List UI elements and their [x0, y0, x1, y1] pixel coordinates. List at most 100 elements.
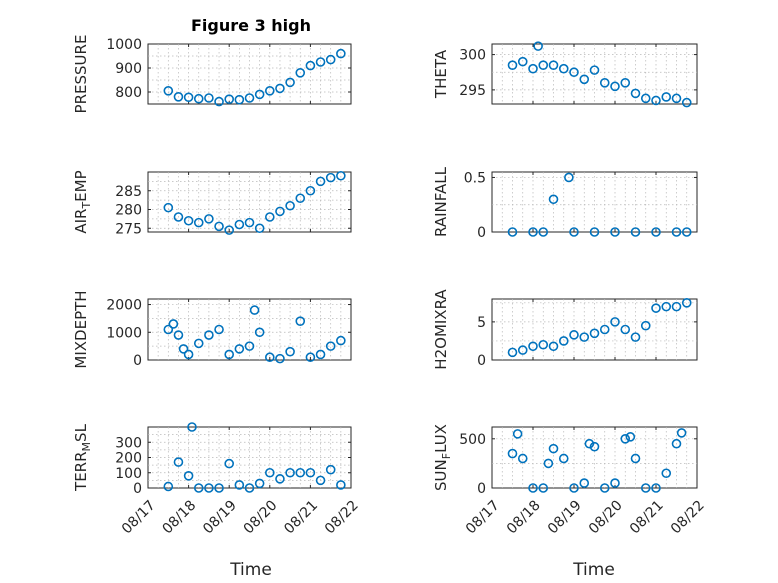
data-point	[214, 324, 224, 335]
y-axis-label: H2OMIXRA	[432, 289, 450, 370]
y-tick-label: 300	[459, 48, 486, 64]
y-axis-label: TERRMSL	[72, 423, 93, 492]
data-point	[538, 227, 549, 237]
data-point	[651, 303, 661, 313]
data-point	[661, 92, 672, 102]
y-tick-label: 0	[133, 481, 142, 497]
data-point	[620, 324, 631, 335]
data-point	[569, 330, 579, 340]
data-point	[681, 97, 692, 108]
y-tick-label: 0	[477, 481, 486, 497]
data-point	[671, 227, 682, 237]
y-tick-label: 500	[459, 432, 486, 448]
data-point	[599, 324, 610, 335]
data-point	[610, 317, 620, 327]
data-point	[163, 202, 174, 213]
x-tick-label: 08/18	[159, 497, 199, 537]
y-tick-label: 0	[133, 353, 142, 369]
y-tick-label: 900	[115, 61, 142, 77]
data-point	[214, 96, 224, 107]
data-point	[569, 227, 579, 237]
data-point	[295, 467, 306, 478]
data-point	[599, 78, 610, 88]
data-point	[548, 443, 559, 454]
x-tick-label: 08/22	[668, 497, 708, 537]
x-tick-label: 08/19	[200, 497, 240, 537]
y-tick-label: 800	[115, 85, 142, 101]
data-point	[178, 344, 189, 354]
data-point	[305, 60, 316, 71]
data-point	[183, 215, 194, 226]
x-tick-label: 08/17	[463, 497, 503, 537]
y-tick-label: 100	[115, 466, 142, 482]
data-point	[193, 338, 204, 349]
data-point	[204, 330, 214, 340]
data-point	[538, 339, 549, 350]
data-point	[538, 60, 549, 70]
data-point	[558, 453, 569, 464]
data-point	[187, 422, 197, 432]
data-point	[315, 349, 326, 360]
data-point	[620, 78, 631, 88]
data-point	[507, 347, 518, 358]
data-point	[336, 335, 346, 346]
data-point	[264, 467, 275, 478]
data-point	[204, 214, 214, 224]
data-point	[517, 453, 528, 464]
data-point	[681, 227, 692, 237]
data-point	[315, 475, 326, 486]
data-point	[564, 172, 574, 183]
y-tick-label: 300	[115, 435, 142, 451]
y-axis-label: THETA	[432, 49, 450, 99]
data-point	[579, 478, 590, 488]
data-point	[254, 89, 265, 100]
y-tick-label: 1000	[106, 37, 142, 53]
data-point	[671, 438, 682, 449]
x-tick-label: 08/21	[627, 497, 667, 537]
data-point	[630, 227, 641, 237]
data-point	[224, 349, 234, 360]
data-point	[671, 93, 682, 104]
chart-rainfall: 0 0.5 RAINFALL	[432, 166, 698, 241]
data-point	[264, 352, 275, 363]
data-point	[579, 332, 590, 342]
data-point	[173, 92, 184, 102]
data-point	[589, 441, 600, 452]
x-tick-label: 08/18	[504, 497, 544, 537]
data-point	[610, 478, 620, 488]
data-point	[325, 54, 336, 65]
data-point	[651, 95, 661, 106]
data-point	[543, 458, 554, 469]
y-axis-label: AIRTEMP	[72, 170, 93, 233]
data-point	[336, 170, 346, 181]
data-point	[234, 480, 245, 490]
x-tick-label: 08/22	[322, 497, 362, 537]
x-tick-label: 08/17	[119, 497, 159, 537]
y-axis-label: SUNFLUX	[432, 424, 453, 491]
data-point	[254, 327, 265, 338]
data-point	[193, 483, 204, 493]
chart-air_temp: 275 280 285 AIRTEMP	[72, 170, 352, 237]
y-tick-label: 2000	[106, 298, 142, 314]
x-tick-label: 08/21	[281, 497, 321, 537]
chart-pressure: 800 900 1000 PRESSURE	[72, 35, 352, 113]
data-point	[528, 63, 538, 74]
data-point	[234, 219, 245, 230]
data-point	[183, 92, 194, 103]
data-point	[193, 93, 204, 104]
plot-area	[491, 171, 698, 233]
y-axis-label: MIXDEPTH	[72, 290, 90, 368]
data-point	[295, 316, 306, 326]
data-point	[285, 467, 295, 478]
data-point	[517, 345, 528, 355]
data-point	[173, 330, 184, 340]
data-point	[517, 56, 528, 67]
data-point	[254, 223, 265, 234]
data-point	[315, 176, 326, 187]
data-point	[630, 88, 641, 99]
chart-h2omixra: 0 5 H2OMIXRA	[432, 289, 698, 370]
y-tick-label: 1000	[106, 325, 142, 341]
data-point	[204, 93, 214, 103]
data-point	[640, 483, 651, 493]
data-point	[275, 474, 285, 484]
